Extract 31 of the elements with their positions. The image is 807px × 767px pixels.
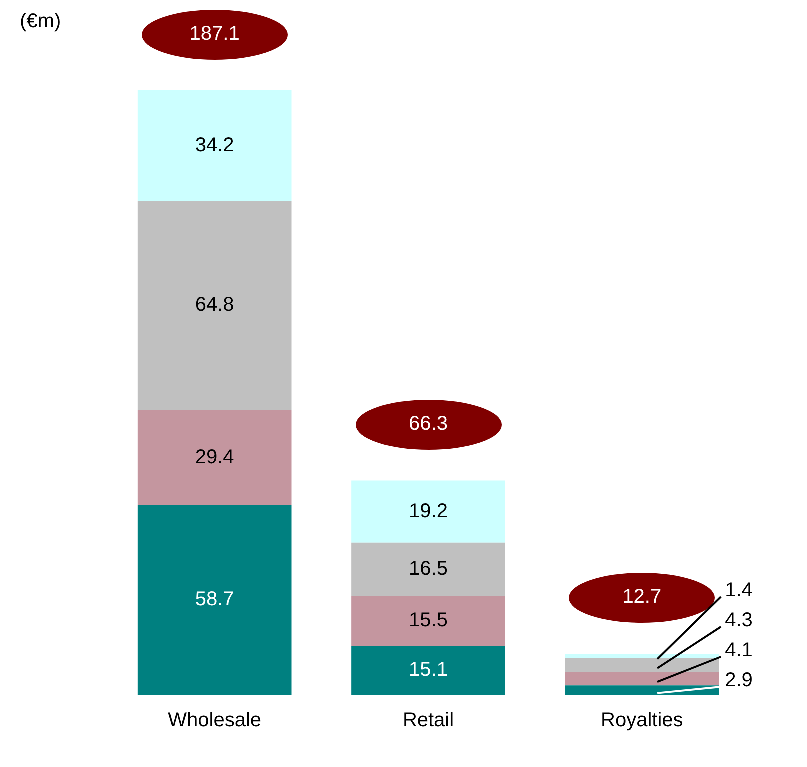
bar	[352, 646, 506, 695]
bar	[352, 542, 506, 596]
total-label: 187.1	[188, 22, 241, 47]
bar	[352, 596, 506, 646]
x-tick-label: Retail	[402, 710, 454, 732]
data-label: 16.5	[409, 558, 448, 580]
data-label: 4.1	[725, 640, 753, 662]
data-label: 2.9	[725, 670, 753, 692]
bar	[565, 672, 720, 686]
bar	[138, 505, 292, 695]
data-label: 15.1	[409, 659, 448, 682]
bar	[352, 480, 506, 543]
x-tick-label: Royalties	[601, 710, 684, 732]
data-label: 34.2	[195, 134, 234, 156]
total-label: 12.7	[622, 586, 663, 610]
data-label: 4.3	[725, 610, 753, 632]
data-label: 58.7	[195, 588, 234, 611]
y-axis-title: (€m)	[20, 10, 62, 33]
total-label: 66.3	[408, 412, 449, 437]
data-label: 29.4	[195, 446, 234, 468]
bar	[565, 686, 720, 695]
bar	[565, 654, 720, 658]
x-tick-label: Wholesale	[168, 710, 262, 732]
data-label: 1.4	[725, 580, 753, 602]
data-label: 15.5	[409, 610, 448, 632]
bar	[138, 201, 292, 410]
bar	[138, 410, 292, 506]
bar	[565, 658, 720, 672]
data-label: 64.8	[195, 294, 234, 316]
data-label: 19.2	[409, 500, 448, 522]
bar	[138, 90, 292, 202]
